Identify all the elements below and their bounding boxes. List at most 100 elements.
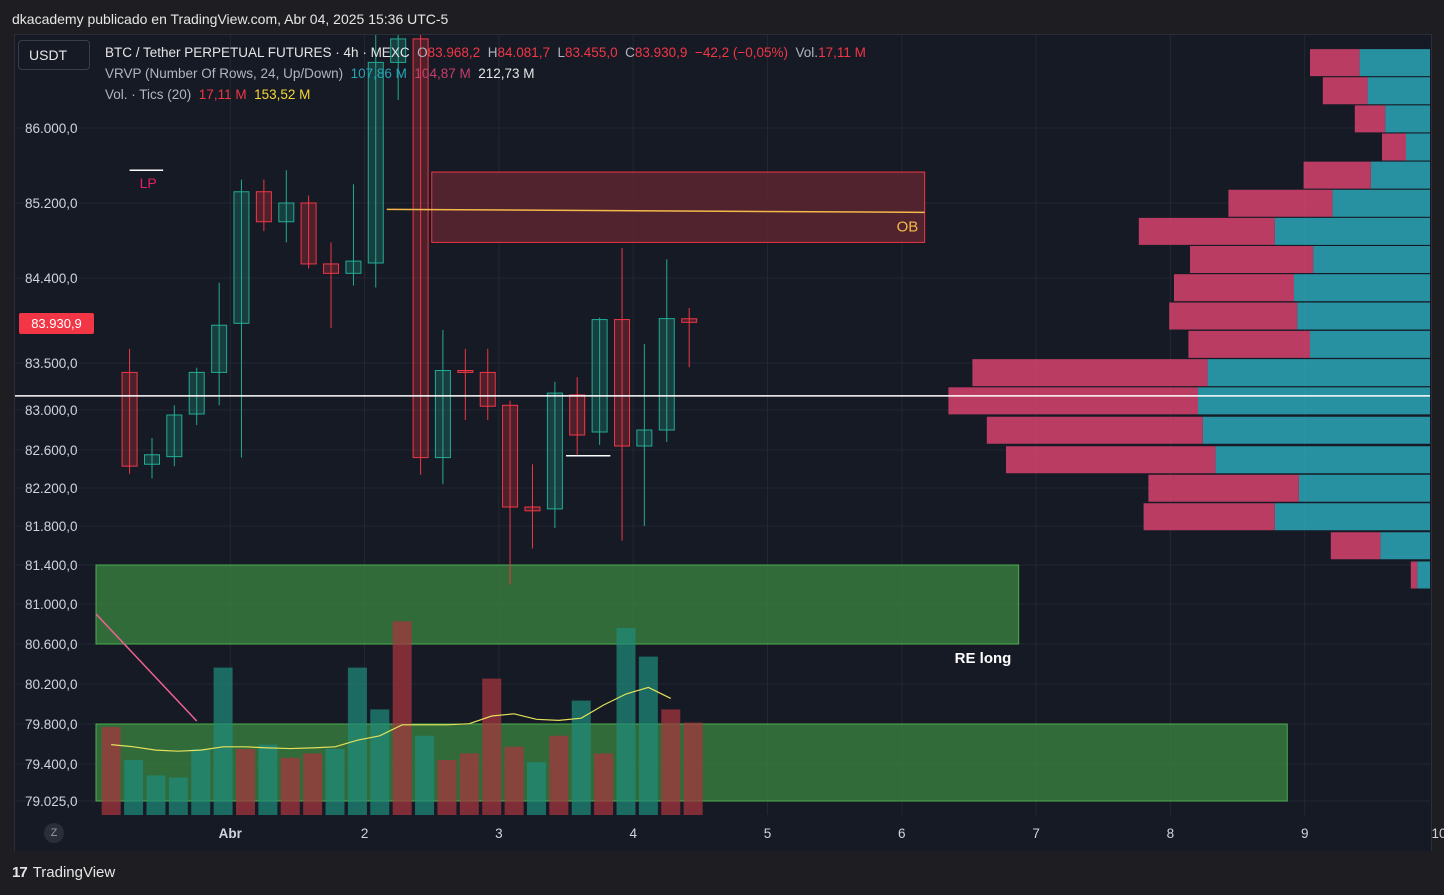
vp-down-bar (1410, 561, 1418, 589)
candle-body (636, 429, 653, 447)
order-block-zone (431, 171, 926, 243)
vp-down-bar (1174, 274, 1294, 302)
overlay-annotations: LP OB RE long (15, 169, 1430, 722)
candle-body (546, 392, 563, 510)
y-tick-label: 83.500,0 (25, 356, 78, 371)
legend-volume-label: Vol. (795, 45, 819, 60)
time-axis: Abr 2 3 4 5 6 7 8 9 10 (219, 826, 1444, 841)
legend-symbol-title[interactable]: BTC / Tether PERPETUAL FUTURES · 4h · ME… (105, 45, 410, 60)
legend-low: 83.455,0 (565, 45, 618, 60)
volume-bar (168, 777, 188, 815)
volume-bar (325, 749, 345, 815)
x-tick-label: 6 (898, 826, 906, 841)
vp-down-bar (1190, 246, 1314, 273)
candle-body (367, 61, 384, 264)
vp-down-bar (1138, 217, 1275, 245)
y-tick-label: 83.000,0 (25, 403, 78, 418)
legend-open-label: O (417, 45, 428, 60)
re-long-zone (95, 564, 1020, 645)
candle-body (524, 506, 541, 512)
legend-vrvp-total: 212,73 M (478, 66, 535, 81)
volume-bar (101, 727, 121, 815)
vp-up-bar (1385, 105, 1430, 133)
vp-up-bar (1202, 416, 1430, 444)
publication-header: dkacademy publicado en TradingView.com, … (12, 11, 449, 27)
volume-bar (280, 757, 300, 815)
candle-body (591, 319, 608, 433)
legend-volume: 17,11 M (818, 45, 866, 60)
y-tick-label: 80.600,0 (25, 637, 78, 652)
y-tick-label: 81.400,0 (25, 558, 78, 573)
vp-down-bar (1303, 161, 1371, 189)
volume-bar (549, 735, 569, 815)
y-tick-label: 84.400,0 (25, 271, 78, 286)
zoom-button[interactable]: Z (44, 823, 64, 843)
legend-vrvp-down: 104,87 M (414, 66, 471, 81)
volume-bar (235, 749, 255, 815)
volume-bar (482, 678, 502, 815)
legend-vol-ma-value: 153,52 M (254, 87, 311, 102)
volume-bar (146, 775, 166, 815)
x-tick-label: 9 (1301, 826, 1309, 841)
volume-bar (437, 760, 457, 815)
candle-body (278, 202, 295, 223)
volume-bar (526, 762, 546, 815)
vp-up-bar (1417, 561, 1430, 589)
legend-symbol-line: BTC / Tether PERPETUAL FUTURES · 4h · ME… (105, 45, 866, 60)
price-axis: 86.000,0 85.200,0 84.400,0 83.500,0 83.000,0… (25, 121, 78, 809)
y-tick-label: 79.025,0 (25, 794, 78, 809)
vp-down-bar (1322, 77, 1368, 105)
tradingview-logo-icon: 17 (12, 864, 28, 881)
vp-down-bar (1382, 133, 1406, 161)
volume-bar (661, 709, 681, 815)
volume-bar (258, 744, 278, 815)
candle-body (300, 202, 317, 265)
y-tick-label: 81.800,0 (25, 519, 78, 534)
vp-down-bar (1148, 474, 1299, 502)
volume-ma-line (111, 686, 672, 752)
current-price-tag: 83.930,9 (19, 313, 94, 334)
volume-bar (459, 753, 479, 815)
x-tick-label: 4 (629, 826, 637, 841)
candle-body (188, 371, 205, 415)
legend-close-label: C (625, 45, 635, 60)
vp-down-bar (1143, 503, 1275, 531)
vp-down-bar (1188, 330, 1310, 358)
tradingview-logo[interactable]: 17 TradingView (12, 864, 115, 881)
vp-up-bar (1380, 532, 1430, 560)
vp-up-bar (1313, 246, 1430, 273)
y-tick-label: 80.200,0 (25, 677, 78, 692)
candle-body (569, 394, 586, 436)
candle-body (412, 38, 429, 459)
volume-bar (415, 735, 435, 815)
lp-label: LP (140, 175, 157, 191)
currency-button[interactable]: USDT (18, 40, 90, 70)
legend-high-label: H (487, 45, 498, 60)
y-tick-label: 81.000,0 (25, 597, 78, 612)
y-tick-label: 79.400,0 (25, 757, 78, 772)
candle-body (614, 319, 631, 447)
volume-profile (948, 49, 1430, 589)
vp-up-bar (1297, 302, 1430, 330)
vp-up-bar (1359, 49, 1430, 77)
volume-bar (370, 709, 390, 815)
volume-bar (683, 722, 703, 815)
legend-low-label: L (557, 45, 566, 60)
volume-bar (191, 749, 211, 815)
vp-down-bar (972, 359, 1208, 387)
vp-up-bar (1310, 330, 1430, 358)
x-tick-label: 8 (1167, 826, 1175, 841)
legend-vrvp-label[interactable]: VRVP (Number Of Rows, 24, Up/Down) (105, 66, 344, 81)
candle-body (390, 38, 407, 63)
vp-down-bar (1228, 189, 1333, 217)
legend-vol-ticks-label[interactable]: Vol. · Tics (20) (105, 87, 192, 102)
volume-bar (638, 656, 658, 815)
vp-down-bar (1330, 532, 1381, 560)
volume-bar (504, 746, 524, 815)
y-tick-label: 85.200,0 (25, 196, 78, 211)
candle-body (121, 371, 138, 467)
volume-bars (101, 621, 703, 815)
candle-body (255, 191, 272, 223)
vp-up-bar (1370, 161, 1430, 189)
